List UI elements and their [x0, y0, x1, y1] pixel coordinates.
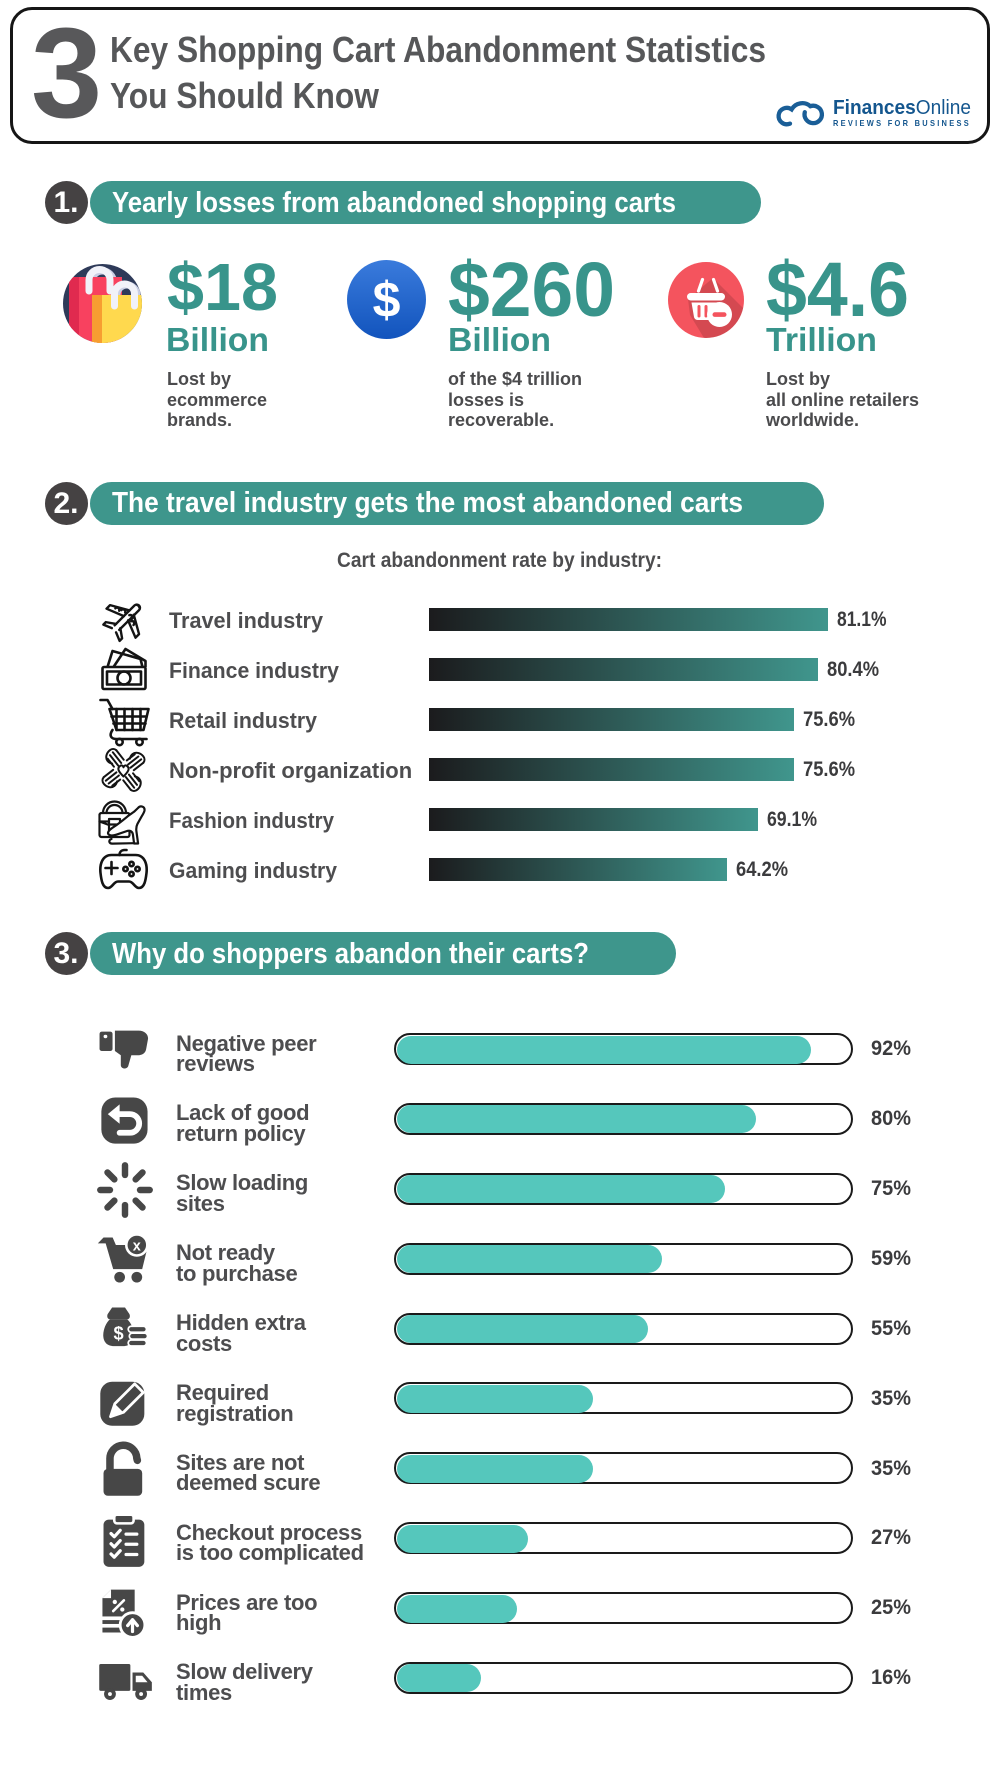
svg-text:$: $: [113, 1323, 123, 1344]
svg-text:x: x: [133, 1238, 141, 1254]
svg-text:$: $: [373, 272, 401, 328]
